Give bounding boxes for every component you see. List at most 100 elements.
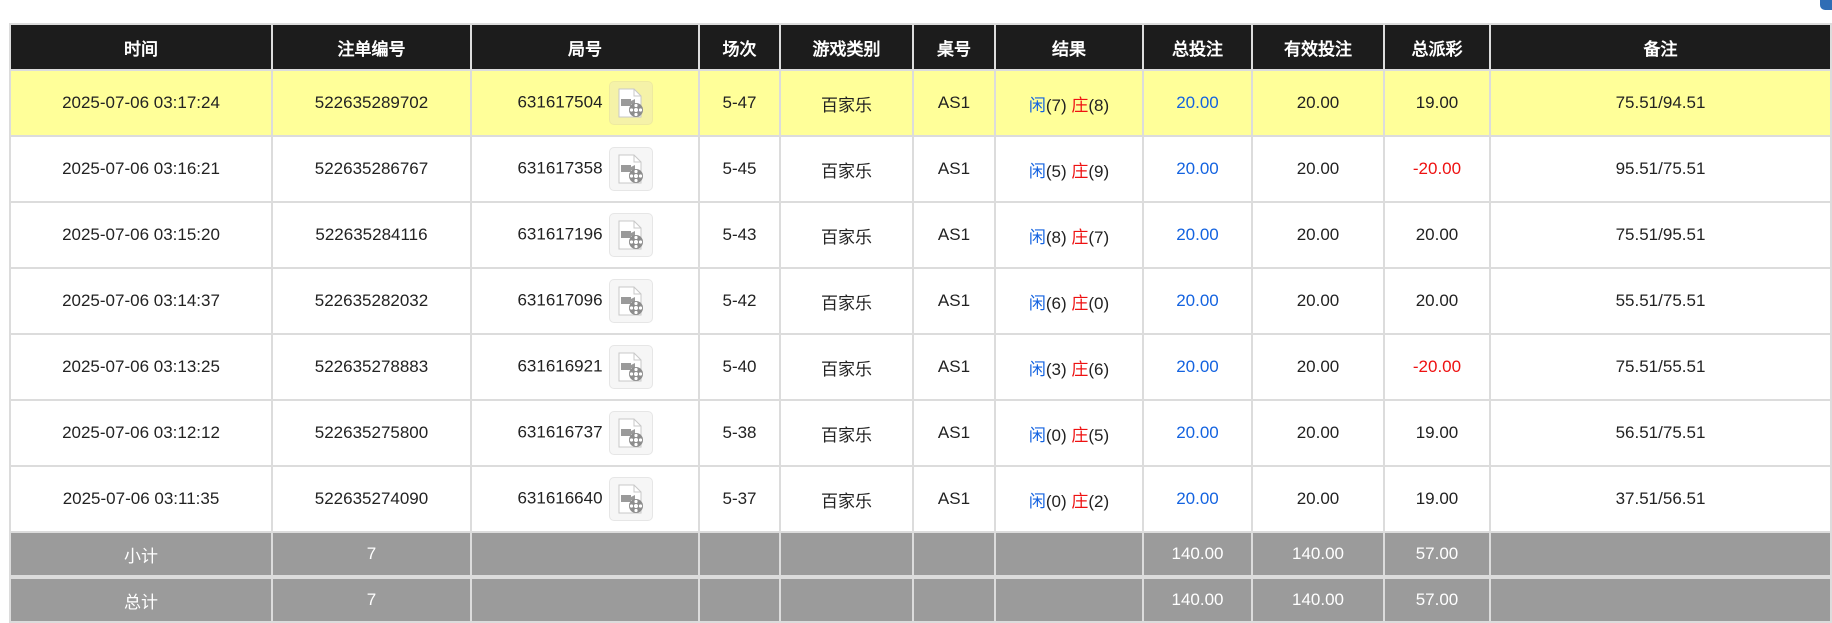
round-cell: 631617504 xyxy=(470,69,700,137)
table-no-cell: AS1 xyxy=(912,333,996,401)
corner-button[interactable] xyxy=(1820,0,1832,10)
total-total-bet: 140.00 xyxy=(1142,575,1253,623)
banker-score: (5) xyxy=(1088,425,1110,445)
note-cell: 56.51/75.51 xyxy=(1489,399,1832,467)
banker-label: 庄 xyxy=(1071,95,1089,115)
banker-label: 庄 xyxy=(1071,491,1089,511)
shoe-cell: 5-43 xyxy=(698,201,781,269)
round-cell: 631616640 xyxy=(470,465,700,533)
table-row[interactable]: 2025-07-06 03:14:37 522635282032 631617096… xyxy=(9,267,1832,335)
table-no-cell: AS1 xyxy=(912,267,996,335)
round-number: 631617358 xyxy=(517,158,603,178)
time-cell: 2025-07-06 03:15:20 xyxy=(9,201,273,269)
game-type-cell: 百家乐 xyxy=(779,333,914,401)
result-cell: 闲(0) 庄(5) xyxy=(994,399,1144,467)
video-replay-icon[interactable] xyxy=(608,411,653,455)
payout-cell: -20.00 xyxy=(1383,135,1491,203)
empty-cell xyxy=(779,531,914,578)
valid-bet-cell: 20.00 xyxy=(1251,399,1385,467)
time-cell: 2025-07-06 03:11:35 xyxy=(9,465,273,533)
round-number: 631617096 xyxy=(517,290,603,310)
bet-id-cell: 522635282032 xyxy=(271,267,472,335)
banker-label: 庄 xyxy=(1071,227,1089,247)
game-type-cell: 百家乐 xyxy=(779,135,914,203)
note-cell: 75.51/94.51 xyxy=(1489,69,1832,137)
total-bet-cell: 20.00 xyxy=(1142,333,1253,401)
header-result: 结果 xyxy=(994,23,1144,71)
player-label: 闲 xyxy=(1028,95,1046,115)
shoe-cell: 5-40 xyxy=(698,333,781,401)
subtotal-payout: 57.00 xyxy=(1383,531,1491,578)
valid-bet-cell: 20.00 xyxy=(1251,135,1385,203)
video-replay-icon[interactable] xyxy=(608,477,653,521)
player-label: 闲 xyxy=(1028,161,1046,181)
time-cell: 2025-07-06 03:16:21 xyxy=(9,135,273,203)
game-type-cell: 百家乐 xyxy=(779,69,914,137)
player-score: (5) xyxy=(1045,161,1067,181)
banker-score: (0) xyxy=(1088,293,1110,313)
header-time: 时间 xyxy=(9,23,273,71)
round-cell: 631617358 xyxy=(470,135,700,203)
subtotal-count: 7 xyxy=(271,531,472,578)
empty-cell xyxy=(912,531,996,578)
table-row[interactable]: 2025-07-06 03:13:25 522635278883 631616921… xyxy=(9,333,1832,401)
shoe-cell: 5-45 xyxy=(698,135,781,203)
table-no-cell: AS1 xyxy=(912,69,996,137)
shoe-cell: 5-37 xyxy=(698,465,781,533)
table-row[interactable]: 2025-07-06 03:17:24 522635289702 631617504… xyxy=(9,69,1832,137)
player-score: (0) xyxy=(1045,491,1067,511)
shoe-cell: 5-42 xyxy=(698,267,781,335)
banker-score: (9) xyxy=(1088,161,1110,181)
total-bet-cell: 20.00 xyxy=(1142,135,1253,203)
subtotal-label: 小计 xyxy=(9,531,273,578)
total-valid-bet: 140.00 xyxy=(1251,575,1385,623)
bet-id-cell: 522635284116 xyxy=(271,201,472,269)
game-type-cell: 百家乐 xyxy=(779,201,914,269)
round-number: 631616921 xyxy=(517,356,603,376)
round-number: 631617504 xyxy=(517,92,603,112)
game-type-cell: 百家乐 xyxy=(779,399,914,467)
player-score: (6) xyxy=(1045,293,1067,313)
player-label: 闲 xyxy=(1028,293,1046,313)
empty-cell xyxy=(470,531,700,578)
player-label: 闲 xyxy=(1028,359,1046,379)
banker-score: (2) xyxy=(1088,491,1110,511)
total-bet-cell: 20.00 xyxy=(1142,69,1253,137)
bet-records-table: 时间 注单编号 局号 场次 游戏类别 桌号 结果 总投注 有效投注 总派彩 备注 2025-07-0… xyxy=(9,23,1832,623)
header-shoe: 场次 xyxy=(698,23,781,71)
round-cell: 631616921 xyxy=(470,333,700,401)
banker-score: (7) xyxy=(1088,227,1110,247)
video-replay-icon[interactable] xyxy=(608,147,653,191)
empty-cell xyxy=(912,575,996,623)
table-row[interactable]: 2025-07-06 03:15:20 522635284116 631617196… xyxy=(9,201,1832,269)
player-score: (8) xyxy=(1045,227,1067,247)
result-cell: 闲(7) 庄(8) xyxy=(994,69,1144,137)
video-replay-icon[interactable] xyxy=(608,213,653,257)
bet-id-cell: 522635289702 xyxy=(271,69,472,137)
header-payout: 总派彩 xyxy=(1383,23,1491,71)
game-type-cell: 百家乐 xyxy=(779,465,914,533)
round-cell: 631617196 xyxy=(470,201,700,269)
banker-score: (6) xyxy=(1088,359,1110,379)
empty-cell xyxy=(698,575,781,623)
round-number: 631617196 xyxy=(517,224,603,244)
header-table-no: 桌号 xyxy=(912,23,996,71)
total-bet-cell: 20.00 xyxy=(1142,465,1253,533)
video-replay-icon[interactable] xyxy=(608,345,653,389)
valid-bet-cell: 20.00 xyxy=(1251,465,1385,533)
subtotal-total-bet: 140.00 xyxy=(1142,531,1253,578)
round-cell: 631617096 xyxy=(470,267,700,335)
banker-label: 庄 xyxy=(1071,425,1089,445)
payout-cell: 19.00 xyxy=(1383,465,1491,533)
bet-id-cell: 522635286767 xyxy=(271,135,472,203)
table-row[interactable]: 2025-07-06 03:11:35 522635274090 631616640… xyxy=(9,465,1832,533)
table-row[interactable]: 2025-07-06 03:16:21 522635286767 631617358… xyxy=(9,135,1832,203)
empty-cell xyxy=(1489,575,1832,623)
table-row[interactable]: 2025-07-06 03:12:12 522635275800 631616737… xyxy=(9,399,1832,467)
payout-cell: 20.00 xyxy=(1383,267,1491,335)
header-round: 局号 xyxy=(470,23,700,71)
video-replay-icon[interactable] xyxy=(608,279,653,323)
subtotal-valid-bet: 140.00 xyxy=(1251,531,1385,578)
video-replay-icon[interactable] xyxy=(608,81,653,125)
note-cell: 75.51/55.51 xyxy=(1489,333,1832,401)
